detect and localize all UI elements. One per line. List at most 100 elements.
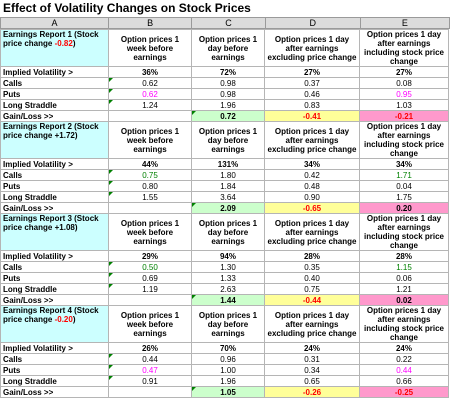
row-label-long-straddle[interactable]: Long Straddle xyxy=(0,375,109,387)
gain-loss-value-d[interactable]: -0.41 xyxy=(264,110,360,122)
row-label-implied-volatility[interactable]: Implied Volatility > xyxy=(0,342,109,354)
column-heading-d[interactable]: Option prices 1 day after earnings exclu… xyxy=(264,29,360,67)
puts-value-e[interactable]: 0.04 xyxy=(359,180,449,192)
calls-value-b[interactable]: 0.62 xyxy=(108,77,192,89)
calls-value-b[interactable]: 0.50 xyxy=(108,261,192,273)
long-straddle-value-c[interactable]: 2.63 xyxy=(191,283,265,295)
column-heading-d[interactable]: Option prices 1 day after earnings exclu… xyxy=(264,305,360,343)
puts-value-b[interactable]: 0.62 xyxy=(108,88,192,100)
long-straddle-value-b[interactable]: 1.55 xyxy=(108,191,192,203)
puts-value-c[interactable]: 0.98 xyxy=(191,88,265,100)
implied-volatility-value-c[interactable]: 94% xyxy=(191,250,265,262)
row-label-implied-volatility[interactable]: Implied Volatility > xyxy=(0,250,109,262)
calls-value-c[interactable]: 1.30 xyxy=(191,261,265,273)
col-header-c[interactable]: C xyxy=(191,17,266,29)
report-title-cell[interactable]: Earnings Report 2 (Stock price change +1… xyxy=(0,121,109,159)
puts-value-c[interactable]: 1.84 xyxy=(191,180,265,192)
report-title-cell[interactable]: Earnings Report 1 (Stock price change -0… xyxy=(0,29,109,67)
gain-loss-value-d[interactable]: -0.65 xyxy=(264,202,360,214)
calls-value-d[interactable]: 0.37 xyxy=(264,77,360,89)
puts-value-c[interactable]: 1.33 xyxy=(191,272,265,284)
calls-value-b[interactable]: 0.75 xyxy=(108,169,192,181)
implied-volatility-value-c[interactable]: 70% xyxy=(191,342,265,354)
column-heading-d[interactable]: Option prices 1 day after earnings exclu… xyxy=(264,213,360,251)
long-straddle-value-b[interactable]: 0.91 xyxy=(108,375,192,387)
calls-value-e[interactable]: 1.15 xyxy=(359,261,449,273)
long-straddle-value-d[interactable]: 0.90 xyxy=(264,191,360,203)
calls-value-d[interactable]: 0.42 xyxy=(264,169,360,181)
calls-value-b[interactable]: 0.44 xyxy=(108,353,192,365)
gain-loss-value-e[interactable]: -0.21 xyxy=(359,110,449,122)
gain-loss-value-d[interactable]: -0.44 xyxy=(264,294,360,306)
row-label-implied-volatility[interactable]: Implied Volatility > xyxy=(0,66,109,78)
calls-value-d[interactable]: 0.35 xyxy=(264,261,360,273)
puts-value-d[interactable]: 0.46 xyxy=(264,88,360,100)
row-label-calls[interactable]: Calls xyxy=(0,169,109,181)
puts-value-b[interactable]: 0.47 xyxy=(108,364,192,376)
long-straddle-value-c[interactable]: 1.96 xyxy=(191,375,265,387)
long-straddle-value-e[interactable]: 1.03 xyxy=(359,99,449,111)
implied-volatility-value-d[interactable]: 27% xyxy=(264,66,360,78)
puts-value-e[interactable]: 0.44 xyxy=(359,364,449,376)
row-label-gain-loss[interactable]: Gain/Loss >> xyxy=(0,386,109,398)
long-straddle-value-b[interactable]: 1.24 xyxy=(108,99,192,111)
calls-value-c[interactable]: 0.98 xyxy=(191,77,265,89)
implied-volatility-value-c[interactable]: 72% xyxy=(191,66,265,78)
column-heading-b[interactable]: Option prices 1 week before earnings xyxy=(108,213,192,251)
puts-value-c[interactable]: 1.00 xyxy=(191,364,265,376)
column-heading-c[interactable]: Option prices 1 day before earnings xyxy=(191,29,265,67)
row-label-gain-loss[interactable]: Gain/Loss >> xyxy=(0,294,109,306)
gain-loss-empty-b[interactable] xyxy=(108,202,192,214)
row-label-puts[interactable]: Puts xyxy=(0,272,109,284)
long-straddle-value-d[interactable]: 0.65 xyxy=(264,375,360,387)
column-heading-c[interactable]: Option prices 1 day before earnings xyxy=(191,305,265,343)
row-label-calls[interactable]: Calls xyxy=(0,261,109,273)
column-heading-d[interactable]: Option prices 1 day after earnings exclu… xyxy=(264,121,360,159)
puts-value-d[interactable]: 0.40 xyxy=(264,272,360,284)
puts-value-b[interactable]: 0.80 xyxy=(108,180,192,192)
implied-volatility-value-c[interactable]: 131% xyxy=(191,158,265,170)
row-label-gain-loss[interactable]: Gain/Loss >> xyxy=(0,202,109,214)
column-heading-e[interactable]: Option prices 1 day after earnings inclu… xyxy=(359,305,449,343)
gain-loss-value-e[interactable]: -0.25 xyxy=(359,386,449,398)
implied-volatility-value-d[interactable]: 34% xyxy=(264,158,360,170)
gain-loss-value-c[interactable]: 1.05 xyxy=(191,386,265,398)
calls-value-c[interactable]: 1.80 xyxy=(191,169,265,181)
calls-value-e[interactable]: 0.22 xyxy=(359,353,449,365)
row-label-calls[interactable]: Calls xyxy=(0,77,109,89)
puts-value-d[interactable]: 0.34 xyxy=(264,364,360,376)
col-header-a[interactable]: A xyxy=(0,17,110,29)
column-heading-b[interactable]: Option prices 1 week before earnings xyxy=(108,305,192,343)
long-straddle-value-e[interactable]: 1.21 xyxy=(359,283,449,295)
report-title-cell[interactable]: Earnings Report 3 (Stock price change +1… xyxy=(0,213,109,251)
row-label-long-straddle[interactable]: Long Straddle xyxy=(0,283,109,295)
row-label-implied-volatility[interactable]: Implied Volatility > xyxy=(0,158,109,170)
implied-volatility-value-e[interactable]: 24% xyxy=(359,342,449,354)
row-label-puts[interactable]: Puts xyxy=(0,180,109,192)
gain-loss-value-e[interactable]: 0.02 xyxy=(359,294,449,306)
col-header-e[interactable]: E xyxy=(359,17,450,29)
col-header-b[interactable]: B xyxy=(108,17,193,29)
gain-loss-value-c[interactable]: 0.72 xyxy=(191,110,265,122)
puts-value-d[interactable]: 0.48 xyxy=(264,180,360,192)
puts-value-e[interactable]: 0.06 xyxy=(359,272,449,284)
long-straddle-value-c[interactable]: 3.64 xyxy=(191,191,265,203)
long-straddle-value-d[interactable]: 0.83 xyxy=(264,99,360,111)
column-heading-e[interactable]: Option prices 1 day after earnings inclu… xyxy=(359,29,449,67)
long-straddle-value-b[interactable]: 1.19 xyxy=(108,283,192,295)
long-straddle-value-e[interactable]: 0.66 xyxy=(359,375,449,387)
implied-volatility-value-e[interactable]: 34% xyxy=(359,158,449,170)
gain-loss-empty-b[interactable] xyxy=(108,110,192,122)
long-straddle-value-c[interactable]: 1.96 xyxy=(191,99,265,111)
long-straddle-value-d[interactable]: 0.75 xyxy=(264,283,360,295)
gain-loss-value-e[interactable]: 0.20 xyxy=(359,202,449,214)
row-label-calls[interactable]: Calls xyxy=(0,353,109,365)
gain-loss-value-c[interactable]: 2.09 xyxy=(191,202,265,214)
col-header-d[interactable]: D xyxy=(264,17,361,29)
row-label-long-straddle[interactable]: Long Straddle xyxy=(0,191,109,203)
gain-loss-value-d[interactable]: -0.26 xyxy=(264,386,360,398)
row-label-puts[interactable]: Puts xyxy=(0,364,109,376)
row-label-gain-loss[interactable]: Gain/Loss >> xyxy=(0,110,109,122)
implied-volatility-value-b[interactable]: 36% xyxy=(108,66,192,78)
calls-value-e[interactable]: 0.08 xyxy=(359,77,449,89)
